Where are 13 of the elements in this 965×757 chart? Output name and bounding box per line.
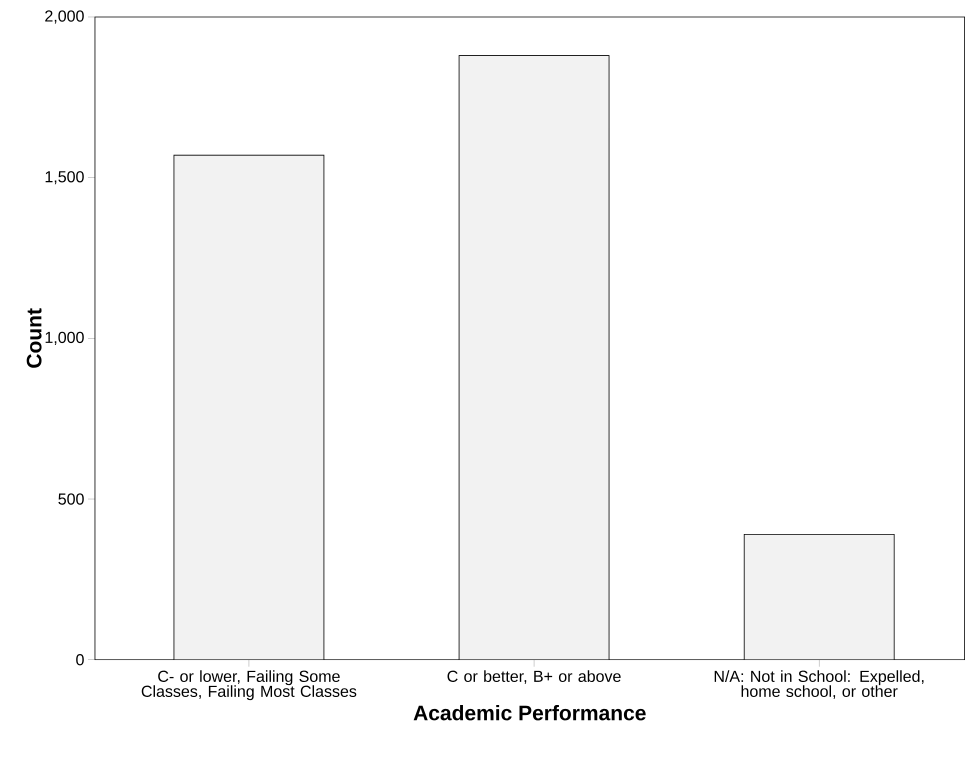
y-tick-label: 1,500	[46, 171, 84, 184]
y-tick-label: 1,000	[46, 332, 84, 346]
x-tick-label: C- or lower, Failing Some Classes, Failing Most Classes	[142, 670, 356, 700]
x-axis-title: Academic Performance	[414, 705, 646, 721]
x-tick-label: N/A: Not in School: Expelled, home school, or other	[714, 670, 924, 700]
y-tick-label: 0	[76, 654, 84, 666]
x-tick-label: C or better, B+ or above	[448, 670, 621, 684]
y-tick-label: 2,000	[45, 10, 84, 24]
bar	[458, 55, 610, 660]
bar	[744, 534, 895, 660]
bar	[174, 154, 324, 660]
y-axis-title: Count	[26, 308, 42, 368]
y-tick-label: 500	[58, 494, 84, 505]
